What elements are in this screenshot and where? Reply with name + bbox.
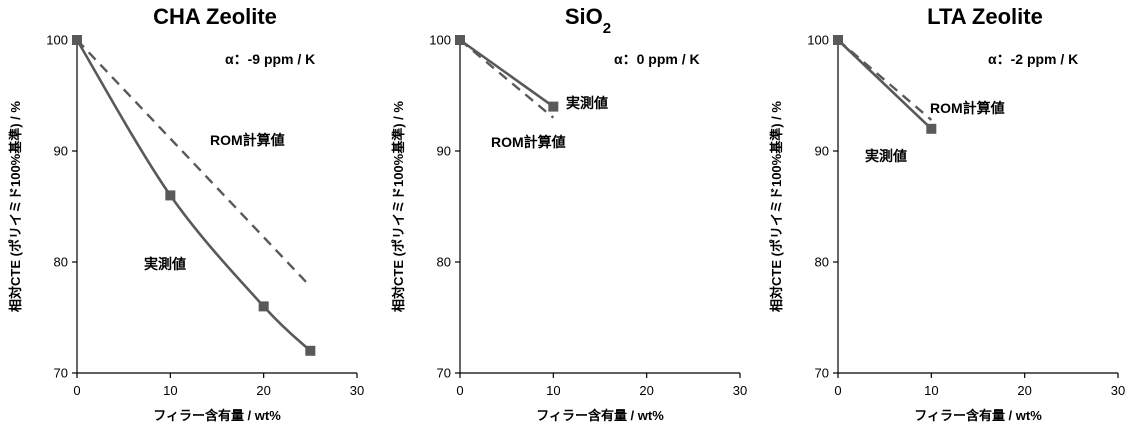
x-axis-label: フィラー含有量 / wt%: [153, 408, 281, 423]
y-tick-label: 80: [437, 255, 451, 270]
y-tick-label: 90: [437, 144, 451, 159]
y-tick-label: 100: [429, 33, 451, 48]
alpha-annotation: α：-9 ppm / K: [225, 51, 315, 67]
rom-calculated-line: [76, 39, 312, 288]
x-tick-label: 30: [350, 383, 364, 398]
x-tick-label: 30: [1111, 383, 1125, 398]
y-tick-label: 80: [815, 255, 829, 270]
chart-panel-3: LTA Zeolite 70 80 90 100 0 10 20 30 フィラー含有量 / wt%…: [769, 4, 1125, 423]
measured-line: [75, 39, 312, 352]
x-axis-label: フィラー含有量 / wt%: [536, 408, 664, 423]
alpha-annotation: α：0 ppm / K: [614, 51, 700, 67]
series-label: ROM計算値: [930, 100, 1005, 116]
x-axis-label: フィラー含有量 / wt%: [914, 408, 1042, 423]
series-label: 実測値: [566, 95, 608, 111]
y-tick-label: 100: [807, 33, 829, 48]
series-label: ROM計算値: [491, 134, 566, 150]
y-tick-label: 70: [54, 366, 68, 381]
measured-line: [459, 38, 555, 108]
y-tick-label: 100: [46, 33, 68, 48]
chart-title: LTA Zeolite: [927, 4, 1043, 29]
x-tick-label: 20: [1017, 383, 1031, 398]
series-label: 実測値: [865, 148, 907, 164]
y-tick-label: 80: [54, 255, 68, 270]
measured-point: [548, 101, 559, 112]
x-tick-label: 30: [733, 383, 747, 398]
alpha-annotation: α：-2 ppm / K: [988, 51, 1078, 67]
y-axis-label: 相対CTE (ポリイミド100%基準) / %: [769, 101, 784, 312]
x-tick-label: 20: [256, 383, 270, 398]
rom-calculated-line: [459, 39, 555, 119]
y-axis-label: 相対CTE (ポリイミド100%基準) / %: [391, 101, 406, 312]
x-tick-label: 10: [546, 383, 560, 398]
y-tick-label: 70: [815, 366, 829, 381]
y-tick-label: 70: [437, 366, 451, 381]
measured-point: [258, 301, 269, 312]
measured-point: [926, 123, 937, 134]
measured-point: [305, 345, 316, 356]
chart-title: SiO2: [565, 4, 611, 37]
chart-title-subscript: 2: [603, 20, 611, 37]
chart-panel-2: SiO2 70 80 90 100 0 10 20 30 フィラー含有量 / wt% 相対CTE (…: [391, 4, 747, 423]
x-tick-label: 20: [639, 383, 653, 398]
x-tick-label: 0: [456, 383, 463, 398]
series-label: 実測値: [144, 256, 186, 272]
y-tick-label: 90: [815, 144, 829, 159]
x-tick-label: 0: [73, 383, 80, 398]
measured-point: [165, 190, 176, 201]
y-axis-label: 相対CTE (ポリイミド100%基準) / %: [8, 101, 23, 312]
chart-title: CHA Zeolite: [153, 4, 277, 29]
x-tick-label: 10: [163, 383, 177, 398]
series-label: ROM計算値: [210, 132, 285, 148]
y-tick-label: 90: [54, 144, 68, 159]
x-tick-label: 0: [834, 383, 841, 398]
chart-panel-1: CHA Zeolite 70 80 90 100 0 10 20 30 フィラー含有量 / wt%…: [8, 4, 364, 423]
rom-calculated-line: [837, 39, 933, 121]
x-tick-label: 10: [924, 383, 938, 398]
